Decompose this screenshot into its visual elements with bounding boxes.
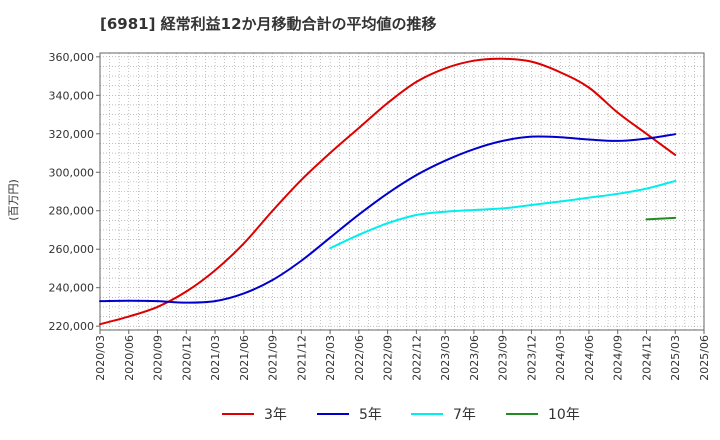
y-tick-label: 280,000 <box>49 205 95 218</box>
x-tick-label: 2022/06 <box>353 335 366 381</box>
x-tick-label: 2021/06 <box>238 335 251 381</box>
x-tick-label: 2022/12 <box>410 335 423 381</box>
x-tick-label: 2025/03 <box>669 335 682 381</box>
x-tick-label: 2023/12 <box>525 335 538 381</box>
y-tick-label: 260,000 <box>49 243 95 256</box>
legend-label: 3年 <box>264 407 287 423</box>
series-line-1 <box>99 57 677 326</box>
legend-label: 7年 <box>453 407 476 423</box>
x-tick-label: 2021/12 <box>295 335 308 381</box>
y-tick-label: 340,000 <box>49 89 95 102</box>
plot-area <box>99 52 705 331</box>
x-tick-label: 2024/06 <box>583 335 596 381</box>
x-tick-label: 2023/09 <box>497 335 510 381</box>
x-tick-label: 2025/06 <box>698 335 711 381</box>
x-tick-label: 2020/06 <box>123 335 136 381</box>
series-lines <box>99 57 677 326</box>
x-tick-label: 2020/12 <box>180 335 193 381</box>
x-tick-label: 2023/03 <box>439 335 452 381</box>
x-tick-label: 2022/03 <box>324 335 337 381</box>
y-tick-label: 240,000 <box>49 282 95 295</box>
x-tick-label: 2021/09 <box>267 335 280 381</box>
series-line-2 <box>99 133 677 304</box>
grid <box>100 53 704 330</box>
legend-label: 5年 <box>359 407 382 423</box>
x-tick-label: 2022/09 <box>382 335 395 381</box>
y-axis-ticks: 220,000 240,000 260,000 280,000 300,000 320,0… <box>49 51 100 333</box>
x-tick-label: 2024/03 <box>554 335 567 381</box>
x-tick-label: 2020/03 <box>94 335 107 381</box>
series-line-3 <box>329 179 677 250</box>
series-line-4 <box>645 216 677 221</box>
x-tick-label: 2024/09 <box>612 335 625 381</box>
y-tick-label: 220,000 <box>49 320 95 333</box>
x-tick-label: 2024/12 <box>640 335 653 381</box>
y-tick-label: 300,000 <box>49 166 95 179</box>
y-tick-label: 320,000 <box>49 128 95 141</box>
x-axis-ticks: 2020/03 2020/06 2020/09 2020/12 2021/03 2021/… <box>94 330 711 381</box>
legend-label: 10年 <box>548 407 580 423</box>
x-tick-label: 2020/09 <box>152 335 165 381</box>
legend: 3年 5年 7年 10年 <box>222 407 580 423</box>
x-tick-label: 2023/06 <box>468 335 481 381</box>
y-axis-label: (百万円) <box>7 179 20 221</box>
chart-title: [6981] 経常利益12か月移動合計の平均値の推移 <box>100 15 437 33</box>
x-tick-label: 2021/03 <box>209 335 222 381</box>
y-tick-label: 360,000 <box>49 51 95 64</box>
